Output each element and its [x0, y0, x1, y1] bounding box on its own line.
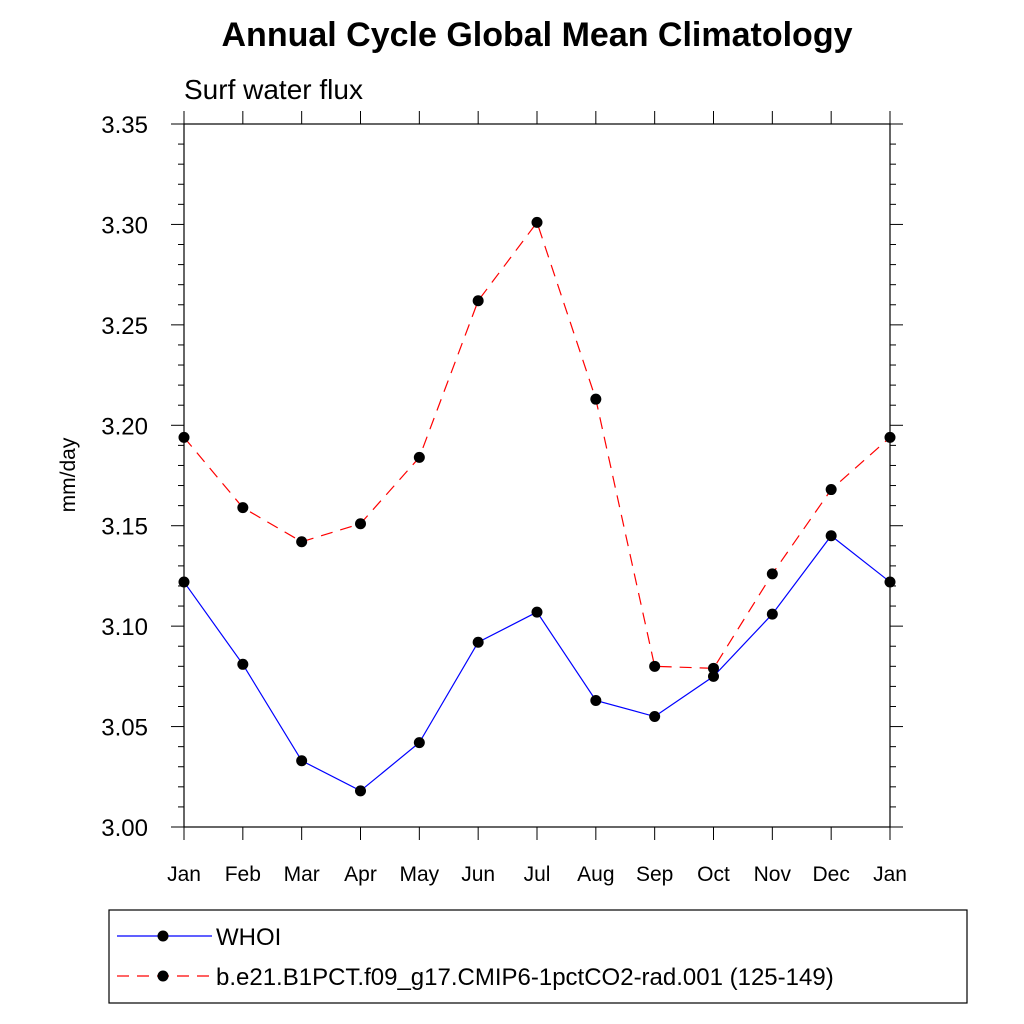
data-point — [825, 484, 837, 496]
data-point — [237, 658, 249, 670]
data-point — [590, 393, 602, 405]
data-point — [708, 670, 719, 682]
y-axis: 3.00 3.05 3.10 3.15 3.20 3.25 3.30 3.35 — [101, 112, 903, 842]
legend-marker — [157, 930, 169, 942]
legend-box — [108, 909, 968, 1004]
data-point — [825, 530, 837, 542]
data-point — [296, 755, 308, 767]
data-point — [296, 536, 308, 548]
x-tick-label: Jan — [167, 863, 201, 886]
x-tick-label: Jul — [524, 863, 551, 886]
legend-label: WHOI — [216, 924, 281, 951]
x-axis: Jan Feb Mar Apr May Jun Jul Aug Sep Oct Nov Dec Jan — [167, 111, 907, 886]
data-point — [766, 568, 778, 580]
chart-title: Annual Cycle Global Mean Climatology — [222, 16, 853, 54]
data-point — [413, 451, 425, 463]
x-tick-label: Sep — [636, 863, 673, 886]
legend-marker — [157, 970, 169, 982]
data-point — [649, 711, 661, 723]
data-point — [355, 518, 366, 530]
data-point — [884, 431, 896, 443]
y-tick-label: 3.00 — [101, 815, 148, 842]
data-point — [708, 662, 719, 674]
x-tick-label: Aug — [577, 863, 614, 886]
data-point — [472, 636, 484, 648]
x-tick-label: Mar — [284, 863, 320, 886]
x-tick-label: Jan — [873, 863, 907, 886]
series-line — [183, 221, 891, 669]
y-tick-label: 3.10 — [101, 614, 148, 641]
data-point — [472, 295, 484, 307]
data-point — [766, 608, 778, 620]
y-axis-label: mm/day — [57, 437, 80, 512]
legend: WHOI b.e21.B1PCT.f09_g17.CMIP6-1pctCO2-ra… — [108, 909, 968, 1004]
data-point — [178, 431, 190, 443]
x-tick-label: Dec — [812, 863, 849, 886]
y-tick-label: 3.30 — [101, 212, 148, 239]
data-point — [178, 576, 190, 588]
data-point — [884, 576, 896, 588]
data-point — [355, 785, 366, 797]
data-point — [649, 660, 661, 672]
data-point — [590, 694, 602, 706]
data-point — [413, 737, 425, 749]
data-point — [237, 502, 249, 514]
y-tick-label: 3.15 — [101, 514, 148, 541]
x-tick-label: May — [399, 863, 439, 886]
data-point — [531, 606, 543, 618]
series-line — [183, 534, 891, 792]
x-tick-label: Jun — [461, 863, 495, 886]
chart-subtitle: Surf water flux — [184, 74, 363, 105]
y-tick-label: 3.20 — [101, 413, 148, 440]
x-tick-label: Feb — [225, 863, 261, 886]
x-tick-label: Nov — [754, 863, 792, 886]
y-tick-label: 3.05 — [101, 715, 148, 742]
y-tick-label: 3.25 — [101, 313, 148, 340]
series-layer — [178, 216, 896, 797]
plot-frame — [183, 123, 891, 828]
x-tick-label: Apr — [344, 863, 377, 886]
legend-label: b.e21.B1PCT.f09_g17.CMIP6-1pctCO2-rad.00… — [216, 964, 834, 991]
data-point — [531, 216, 543, 228]
x-tick-label: Oct — [697, 863, 730, 886]
legend-items: WHOI b.e21.B1PCT.f09_g17.CMIP6-1pctCO2-ra… — [117, 924, 834, 991]
y-tick-label: 3.35 — [101, 112, 148, 139]
